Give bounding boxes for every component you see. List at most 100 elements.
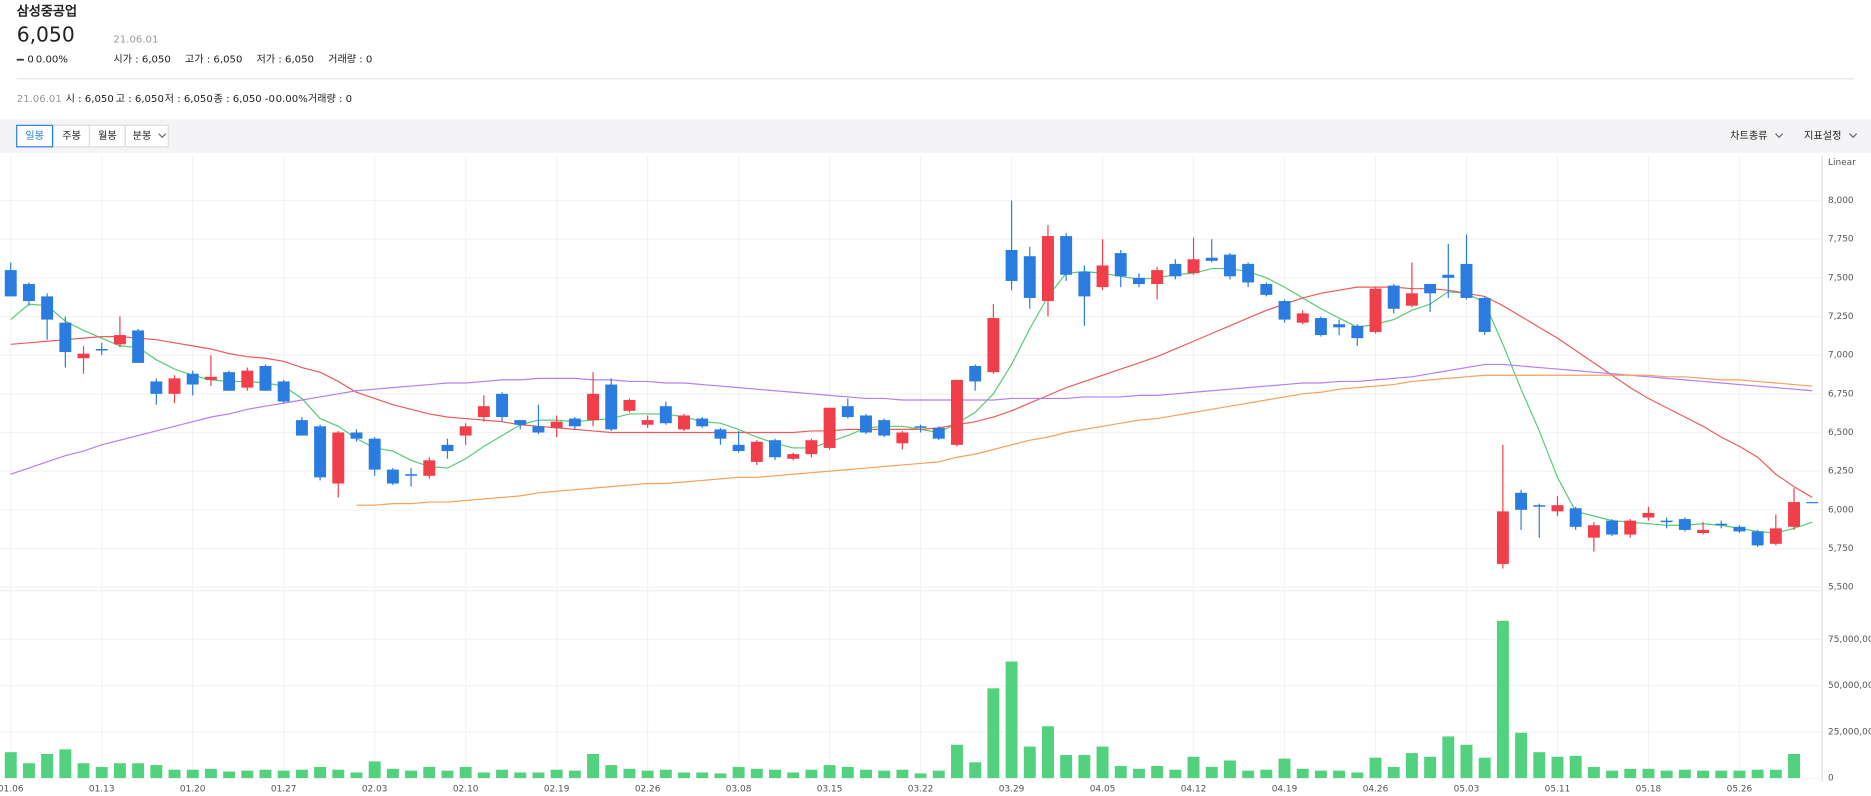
candle-body [1369,288,1382,332]
candle-body [368,438,381,470]
candle-body [1587,525,1600,538]
x-tick-label: 04.19 [1272,784,1298,794]
candle-body [605,384,618,430]
volume-bar [77,763,90,779]
volume-bar [605,765,618,779]
volume-bar [1642,768,1655,779]
period-tab-label[interactable]: 월봉 [98,130,117,142]
toolbar [0,119,1871,153]
candle-body [714,429,727,439]
y-tick-label: 8,000 [1828,196,1854,206]
x-tick-label: 01.06 [0,784,24,794]
x-tick-label: 03.22 [908,784,934,794]
y-tick-label: 6,000 [1828,505,1854,515]
volume-bar [1606,770,1619,779]
x-tick-label: 01.27 [271,784,297,794]
candle-body [550,421,563,428]
volume-bar [787,772,800,779]
candle-body [241,370,254,388]
toolbar-button[interactable]: 차트종류 [1730,130,1767,142]
volume-bar [914,773,927,779]
candle-body [641,420,654,425]
chevron [158,133,167,139]
volume-bar [441,770,454,779]
candle-body [186,373,199,385]
volume-bar [1660,770,1673,779]
scale-label: Linear [1828,158,1856,168]
candle-body [113,335,126,345]
period-tab-label[interactable]: 주봉 [62,130,81,142]
x-tick-label: 04.26 [1363,784,1389,794]
volume-bar [1078,754,1091,779]
volume-bar [769,769,781,779]
volume-bar [1278,758,1291,779]
volume-bar [459,766,472,779]
candle-body [1151,270,1164,285]
volume-bar [750,768,763,779]
candle-body [860,415,872,433]
volume-bar [1369,757,1382,779]
toolbar-button[interactable]: 지표설정 [1804,130,1841,142]
volume-bar [1769,769,1782,779]
candle-body [496,393,509,418]
candle-body [386,469,399,484]
volume-bar [1005,661,1018,779]
period-tab[interactable] [16,124,54,148]
volume-bar [714,773,727,779]
candle-body [678,415,690,430]
info-field: 종 : 6,050 [214,93,262,105]
period-tab-label[interactable]: 분봉 [133,130,152,142]
candle-body [1642,512,1655,518]
volume-bar [1515,732,1528,779]
candle-body [1114,253,1127,277]
candle-body [59,322,72,353]
candle-body [1442,274,1455,278]
volume-bar [587,754,600,779]
volume-bar [1205,766,1218,779]
candle-body [1005,250,1018,281]
candle-body [823,407,836,448]
x-tick-label: 04.05 [1090,784,1116,794]
volume-bar [841,766,854,779]
x-tick-label: 02.19 [544,784,570,794]
candle-body [878,420,891,436]
volume-bar [568,770,581,779]
candle-body [1278,301,1291,320]
candle-body [1296,313,1309,323]
volume-bar [1242,770,1255,779]
candle-body [750,441,763,462]
candle-body [623,400,636,411]
volume-bar [1060,754,1073,779]
y-tick-label: 6,750 [1828,389,1854,399]
volume-bar [1151,766,1164,779]
candle-body [1314,318,1327,336]
period-tab[interactable] [124,124,169,148]
volume-bar [860,769,872,779]
candle-body [841,406,854,418]
y-tick-label: 5,500 [1828,583,1854,593]
volume-bar [168,769,181,779]
x-tick-label: 02.03 [362,784,388,794]
candle-body [1223,254,1236,277]
volume-bar [277,770,290,779]
candle-body [769,440,781,458]
candle-body [1260,284,1273,295]
x-tick-label: 02.10 [453,784,479,794]
y2-tick-label: 0 [1828,774,1834,784]
volume-bar [550,769,563,779]
volume-bar [1351,772,1364,779]
volume-bar [514,772,527,779]
stock-price: 6,050 [17,22,75,46]
volume-bar [1697,770,1710,779]
period-tab-label[interactable]: 일봉 [25,130,44,142]
volume-bar [22,763,35,779]
candle-body [1606,520,1619,535]
candle-body [1678,519,1691,530]
info-field: 0.00% [276,94,309,105]
volume-bar [1624,768,1637,779]
y-tick-label: 7,250 [1828,312,1854,322]
volume-bar [932,770,945,779]
y-tick-label: 7,000 [1828,351,1854,361]
chevron [1849,133,1858,139]
volume-bar [405,770,418,779]
